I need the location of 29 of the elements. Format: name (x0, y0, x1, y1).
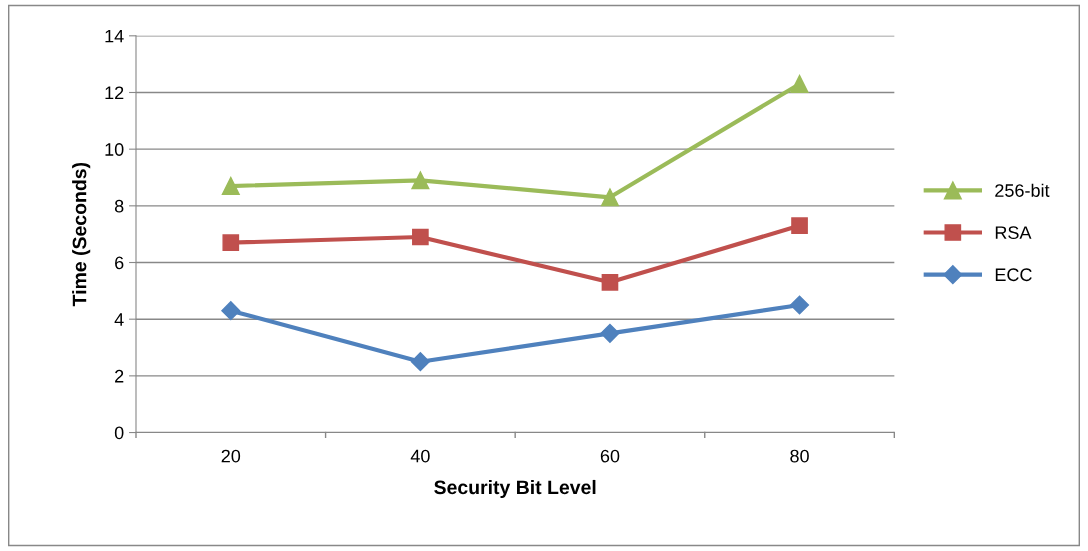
point (790, 74, 809, 94)
point (600, 323, 620, 343)
point (221, 176, 240, 196)
x-axis-title: Security Bit Level (434, 479, 596, 499)
point (790, 295, 810, 315)
y-tick-label: 12 (105, 86, 124, 100)
legend-label: RSA (995, 226, 1032, 240)
x-tick-label: 80 (790, 449, 809, 463)
y-tick-label: 14 (105, 29, 124, 43)
y-tick-label: 8 (114, 199, 124, 213)
y-axis-title: Time (Seconds) (72, 162, 91, 307)
x-tick-label: 20 (221, 449, 241, 463)
legend-label: ECC (995, 268, 1032, 282)
y-tick-label: 10 (105, 143, 124, 156)
y-tick-label: 2 (115, 369, 124, 383)
point (410, 352, 430, 372)
point (601, 274, 619, 291)
y-tick-label: 6 (115, 256, 124, 270)
point (411, 171, 430, 190)
legend-label: 256-bit (995, 183, 1050, 197)
point (222, 234, 240, 252)
point (412, 228, 429, 246)
point (791, 217, 808, 235)
y-tick-label: 4 (114, 313, 124, 326)
point (221, 301, 241, 321)
point (600, 188, 619, 207)
x-tick-label: 60 (600, 449, 620, 463)
x-tick-label: 40 (410, 449, 430, 463)
y-tick-label: 0 (114, 426, 124, 440)
